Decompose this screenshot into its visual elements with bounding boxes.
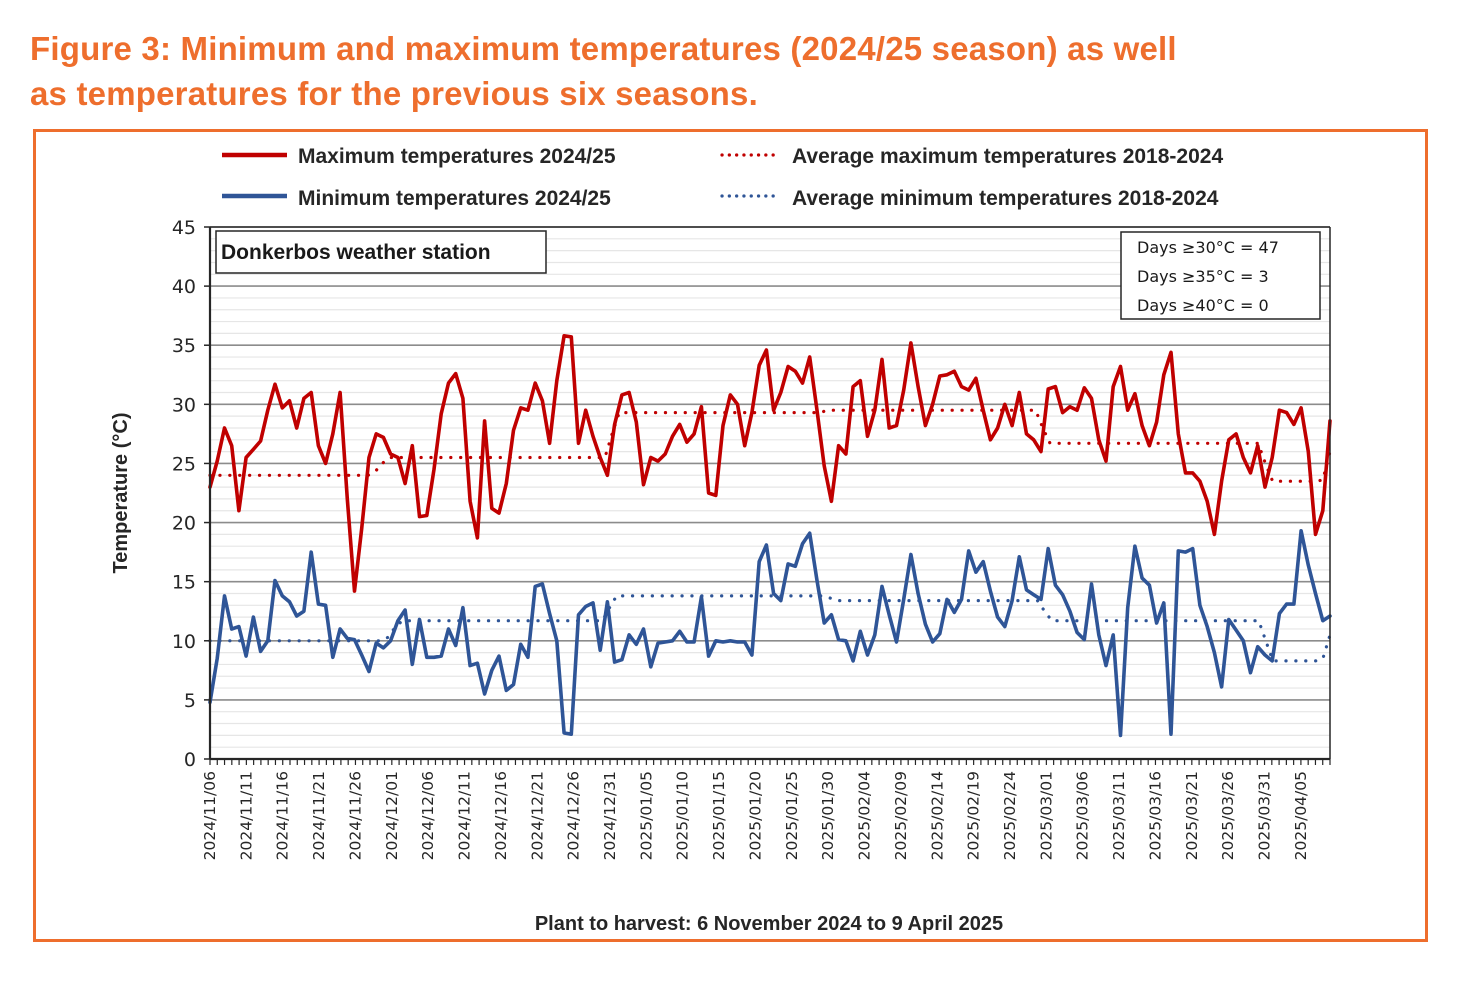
x-tick-label: 2024/11/26 bbox=[346, 771, 364, 860]
x-tick-label: 2024/11/11 bbox=[237, 771, 255, 860]
figure-title: Figure 3: Minimum and maximum temperatur… bbox=[30, 26, 1450, 116]
x-tick-label: 2025/02/24 bbox=[1001, 771, 1019, 860]
series-layer bbox=[208, 333, 1332, 738]
avg-max-temperature-line bbox=[208, 408, 1332, 483]
y-tick-label: 15 bbox=[172, 572, 196, 594]
x-tick-label: 2025/01/25 bbox=[783, 771, 801, 860]
x-tick-label: 2025/02/19 bbox=[965, 771, 983, 860]
stat-days-30: Days ≥30°C = 47 bbox=[1137, 238, 1279, 257]
figure-title-line-1: Figure 3: Minimum and maximum temperatur… bbox=[30, 30, 1177, 67]
x-tick-label: 2024/11/06 bbox=[201, 771, 219, 860]
station-box bbox=[215, 230, 547, 274]
min-temperature-line bbox=[208, 528, 1332, 738]
legend: Maximum temperatures 2024/25 Average max… bbox=[222, 145, 1223, 210]
legend-item-min: Minimum temperatures 2024/25 bbox=[222, 187, 611, 210]
x-tick-label: 2025/03/31 bbox=[1256, 771, 1274, 860]
figure-title-line-2: as temperatures for the previous six sea… bbox=[30, 75, 758, 112]
x-tick-label: 2025/01/30 bbox=[819, 771, 837, 860]
x-tick-label: 2024/12/21 bbox=[528, 771, 546, 860]
x-tick-label: 2025/03/01 bbox=[1037, 771, 1055, 860]
legend-item-max: Maximum temperatures 2024/25 bbox=[222, 145, 616, 168]
x-tick-label: 2025/03/06 bbox=[1074, 771, 1092, 860]
stat-days-40: Days ≥40°C = 0 bbox=[1137, 296, 1269, 315]
x-tick-label: 2025/03/21 bbox=[1183, 771, 1201, 860]
y-axis-label: Temperature (°C) bbox=[110, 413, 132, 574]
y-tick-label: 30 bbox=[172, 394, 196, 416]
x-tick-label: 2024/12/31 bbox=[601, 771, 619, 860]
x-axis-label: Plant to harvest: 6 November 2024 to 9 A… bbox=[535, 913, 1003, 935]
x-tick-label: 2025/04/05 bbox=[1292, 771, 1310, 860]
axes bbox=[204, 226, 1331, 765]
y-tick-label: 5 bbox=[184, 690, 196, 712]
stats-annotation: Days ≥30°C = 47 Days ≥35°C = 3 Days ≥40°… bbox=[1120, 231, 1321, 320]
x-tick-label: 2024/11/16 bbox=[274, 771, 292, 860]
max-temperature-line bbox=[208, 333, 1332, 593]
y-tick-labels: 0 5 10 15 20 25 30 35 40 45 bbox=[172, 217, 196, 771]
x-tick-label: 2024/12/26 bbox=[565, 771, 583, 860]
major-gridlines bbox=[210, 226, 1330, 701]
x-tick-label: 2025/02/14 bbox=[928, 771, 946, 860]
y-tick-label: 10 bbox=[172, 631, 196, 653]
legend-item-avg-max: Average maximum temperatures 2018-2024 bbox=[720, 145, 1223, 168]
y-tick-label: 20 bbox=[172, 513, 196, 535]
x-tick-label: 2024/11/21 bbox=[310, 771, 328, 860]
x-tick-label: 2025/02/04 bbox=[856, 771, 874, 860]
x-tick-label: 2025/03/26 bbox=[1219, 771, 1237, 860]
legend-item-avg-min: Average minimum temperatures 2018-2024 bbox=[720, 187, 1219, 210]
stats-box bbox=[1120, 231, 1321, 320]
x-tick-label: 2024/12/16 bbox=[492, 771, 510, 860]
station-annotation: Donkerbos weather station bbox=[215, 230, 547, 274]
legend-label-max: Maximum temperatures 2024/25 bbox=[298, 145, 616, 168]
x-tick-label: 2025/01/10 bbox=[674, 771, 692, 860]
stat-days-35: Days ≥35°C = 3 bbox=[1137, 267, 1269, 286]
y-tick-label: 25 bbox=[172, 453, 196, 475]
x-tick-labels: 2024/11/06 2024/11/11 2024/11/16 2024/11/21… bbox=[201, 771, 1310, 860]
legend-label-avg-max: Average maximum temperatures 2018-2024 bbox=[792, 145, 1223, 168]
x-tick-label: 2025/01/15 bbox=[710, 771, 728, 860]
x-tick-label: 2025/02/09 bbox=[892, 771, 910, 860]
y-tick-label: 45 bbox=[172, 217, 196, 239]
x-tick-label: 2024/12/11 bbox=[456, 771, 474, 860]
x-tick-label: 2025/01/20 bbox=[746, 771, 764, 860]
legend-label-min: Minimum temperatures 2024/25 bbox=[298, 187, 611, 210]
avg-min-temperature-line bbox=[208, 594, 1332, 663]
station-label: Donkerbos weather station bbox=[221, 241, 491, 264]
y-tick-label: 35 bbox=[172, 335, 196, 357]
x-tick-label: 2025/01/05 bbox=[637, 771, 655, 860]
x-tick-label: 2025/03/16 bbox=[1146, 771, 1164, 860]
x-tick-label: 2025/03/11 bbox=[1110, 771, 1128, 860]
y-tick-label: 0 bbox=[184, 749, 196, 771]
legend-label-avg-min: Average minimum temperatures 2018-2024 bbox=[792, 187, 1219, 210]
x-tick-label: 2024/12/01 bbox=[383, 771, 401, 860]
y-tick-label: 40 bbox=[172, 276, 196, 298]
x-tick-label: 2024/12/06 bbox=[419, 771, 437, 860]
